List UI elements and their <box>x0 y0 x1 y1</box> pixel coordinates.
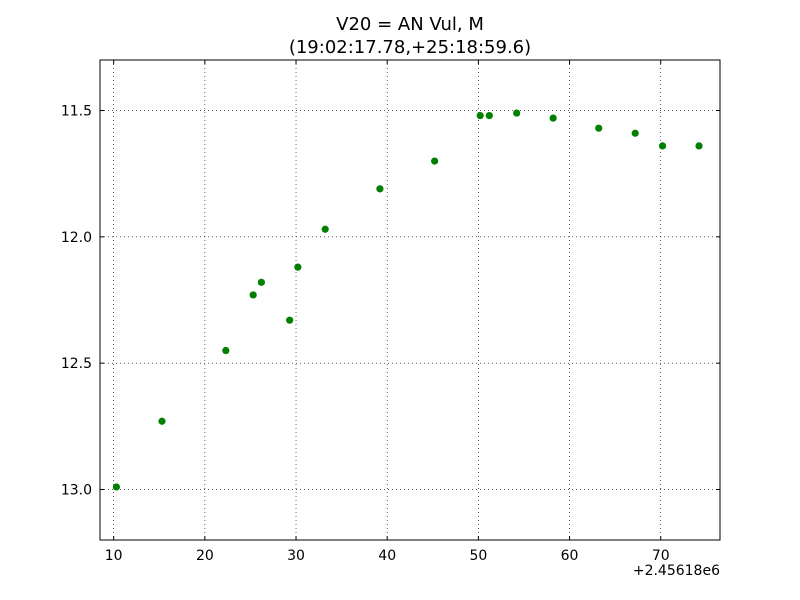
data-point <box>549 114 557 122</box>
data-point <box>476 111 484 120</box>
x-tick-label: 60 <box>561 548 579 564</box>
x-tick-label: 50 <box>469 548 487 564</box>
data-point <box>513 109 521 117</box>
plot-frame <box>99 59 721 541</box>
y-tick-label: 12.0 <box>61 230 92 246</box>
x-tick-label: 30 <box>287 548 305 564</box>
data-point <box>376 185 384 193</box>
x-tick-label: 70 <box>652 548 670 564</box>
data-point <box>431 157 439 165</box>
axis-ticks: 10 20 30 40 50 60 70 11.5 12.0 12.5 13.0 <box>61 60 720 564</box>
data-point <box>249 291 257 299</box>
data-point <box>286 316 294 324</box>
data-point <box>257 278 265 286</box>
y-tick-label: 13.0 <box>61 482 92 498</box>
data-point <box>294 263 302 271</box>
x-tick-label: 40 <box>378 548 396 564</box>
data-point <box>658 142 667 150</box>
x-tick-label: 20 <box>196 548 214 564</box>
data-point <box>112 483 121 491</box>
data-point <box>595 124 603 132</box>
data-point <box>631 129 639 137</box>
chart-title: V20 = AN Vul, M <box>336 14 484 35</box>
data-point <box>158 417 166 425</box>
data-point <box>485 111 493 120</box>
grid-lines <box>100 60 720 540</box>
y-tick-label: 12.5 <box>61 356 92 372</box>
data-point <box>321 225 329 233</box>
y-tick-label: 11.5 <box>61 104 92 120</box>
data-points <box>112 109 703 491</box>
x-axis-offset-label: +2.45618e6 <box>633 563 720 579</box>
data-point <box>695 142 703 150</box>
data-point <box>222 346 230 355</box>
x-tick-label: 10 <box>105 548 123 564</box>
chart-subtitle: (19:02:17.78,+25:18:59.6) <box>289 37 531 58</box>
